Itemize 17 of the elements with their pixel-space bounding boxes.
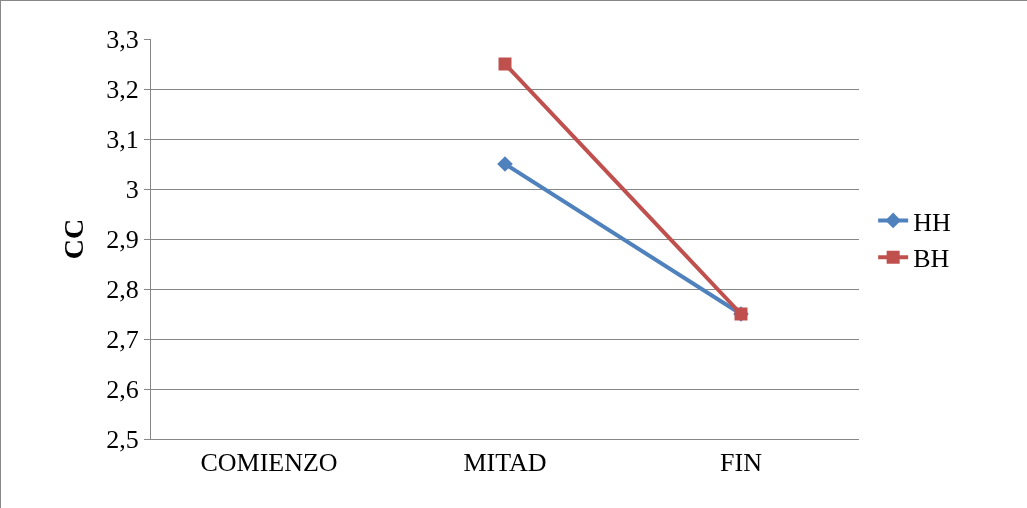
y-tick-label: 2,8 (106, 275, 139, 305)
y-tick-label: 2,9 (106, 225, 139, 255)
y-tick-label: 3,2 (106, 75, 139, 105)
y-tick-label: 2,5 (106, 425, 139, 455)
legend-label: BH (913, 244, 950, 274)
point (498, 57, 512, 71)
y-tick-label: 3,3 (106, 25, 139, 55)
x-tick-label: COMIENZO (200, 448, 338, 478)
y-axis-title: CC (58, 218, 89, 260)
y-tick-label: 3,1 (106, 125, 139, 155)
x-tick-label: FIN (720, 448, 763, 478)
x-tick-label: MITAD (463, 448, 547, 478)
y-tick-label: 2,7 (106, 325, 139, 355)
legend-label: HH (913, 207, 951, 237)
y-tick-label: 3 (125, 175, 139, 205)
y-tick-label: 2,6 (106, 375, 139, 405)
point (497, 156, 513, 172)
